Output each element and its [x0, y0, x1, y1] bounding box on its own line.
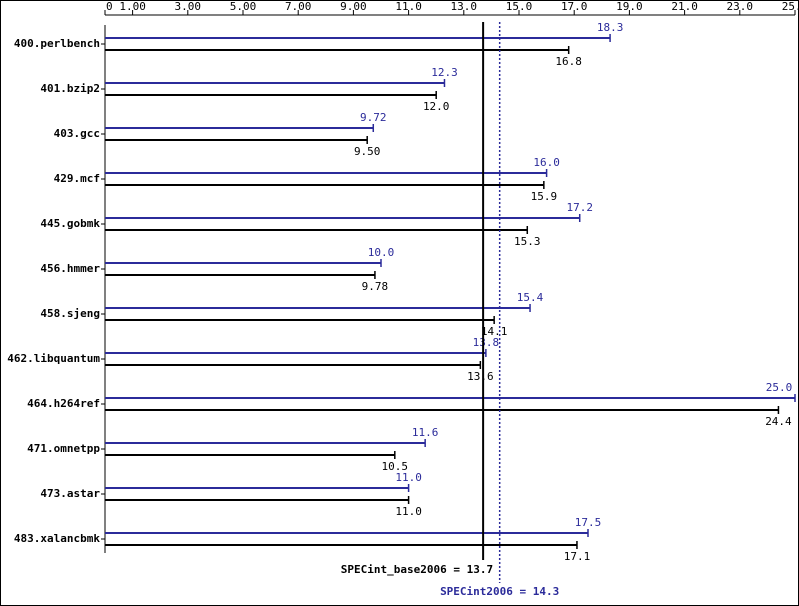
value-label: 11.6: [412, 426, 439, 439]
bar: [105, 484, 410, 492]
value-label: 11.0: [395, 471, 422, 484]
bar: [105, 46, 570, 54]
category-label: 456.hmmer: [40, 262, 100, 275]
reference-label: SPECint_base2006 = 13.7: [341, 563, 493, 576]
value-label: 9.72: [360, 111, 387, 124]
x-tick-label: 0: [106, 0, 113, 13]
x-tick-label: 9.00: [340, 0, 367, 13]
x-tick-label: 5.00: [230, 0, 257, 13]
bar: [105, 214, 581, 222]
bar: [105, 451, 396, 459]
bar: [105, 541, 578, 549]
value-label: 16.8: [555, 55, 582, 68]
x-tick-label: 25.0: [782, 0, 799, 13]
value-label: 18.3: [597, 21, 624, 34]
x-tick-label: 15.0: [506, 0, 533, 13]
value-label: 24.4: [765, 415, 792, 428]
value-label: 15.9: [531, 190, 558, 203]
x-tick-label: 11.0: [395, 0, 422, 13]
x-tick-label: 23.0: [727, 0, 754, 13]
bar: [105, 496, 410, 504]
x-tick-label: 19.0: [616, 0, 643, 13]
value-label: 12.0: [423, 100, 450, 113]
category-label: 400.perlbench: [14, 37, 100, 50]
x-tick-label: 13.0: [451, 0, 478, 13]
value-label: 15.3: [514, 235, 541, 248]
value-label: 12.3: [431, 66, 458, 79]
category-label: 401.bzip2: [40, 82, 100, 95]
category-label: 464.h264ref: [27, 397, 100, 410]
value-label: 17.2: [566, 201, 593, 214]
value-label: 17.5: [575, 516, 602, 529]
category-label: 429.mcf: [54, 172, 100, 185]
category-label: 445.gobmk: [40, 217, 100, 230]
bar: [105, 124, 375, 132]
bar: [105, 349, 487, 357]
value-label: 9.78: [362, 280, 389, 293]
bar: [105, 304, 531, 312]
category-label: 462.libquantum: [7, 352, 100, 365]
category-label: 403.gcc: [54, 127, 100, 140]
value-label: 25.0: [766, 381, 793, 394]
bar: [105, 361, 482, 369]
bar: [105, 529, 589, 537]
value-label: 9.50: [354, 145, 381, 158]
bar: [105, 91, 437, 99]
bar: [105, 226, 529, 234]
bar: [105, 79, 446, 87]
x-tick-label: 17.0: [561, 0, 588, 13]
x-tick-label: 7.00: [285, 0, 312, 13]
value-label: 13.6: [467, 370, 494, 383]
bar: [105, 406, 780, 414]
value-label: 11.0: [395, 505, 422, 518]
value-label: 14.1: [481, 325, 508, 338]
bar: [105, 259, 382, 267]
bar: [105, 136, 368, 144]
bar: [105, 169, 548, 177]
value-label: 15.4: [517, 291, 544, 304]
value-label: 13.8: [473, 336, 500, 349]
value-label: 10.5: [382, 460, 409, 473]
category-label: 471.omnetpp: [27, 442, 100, 455]
bar: [105, 316, 495, 324]
bar: [105, 271, 376, 279]
x-tick-label: 21.0: [671, 0, 698, 13]
reference-label: SPECint2006 = 14.3: [440, 585, 559, 598]
bar: [105, 34, 611, 42]
value-label: 10.0: [368, 246, 395, 259]
value-label: 16.0: [533, 156, 560, 169]
value-label: 17.1: [564, 550, 591, 563]
category-label: 458.sjeng: [40, 307, 100, 320]
bar: [105, 181, 545, 189]
x-tick-label: 3.00: [175, 0, 202, 13]
category-label: 483.xalancbmk: [14, 532, 100, 545]
bar: [105, 394, 796, 402]
category-label: 473.astar: [40, 487, 100, 500]
bar: [105, 439, 426, 447]
x-tick-label: 1.00: [119, 0, 146, 13]
